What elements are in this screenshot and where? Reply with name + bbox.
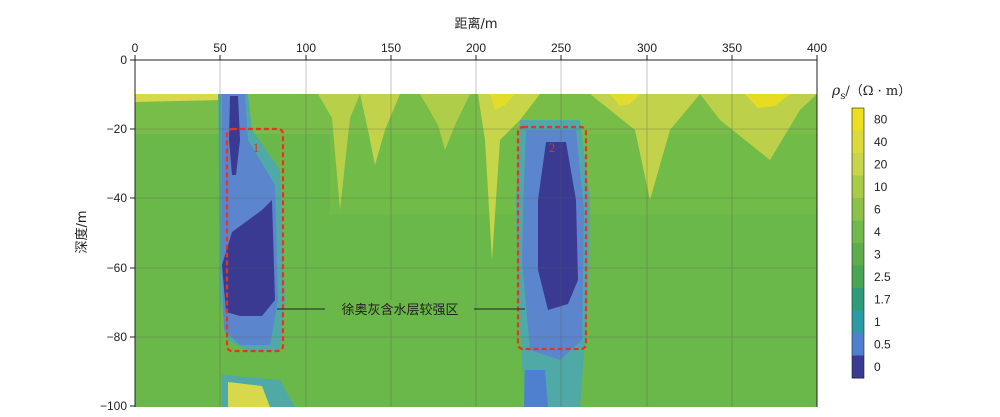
high-res-patch bbox=[135, 94, 222, 102]
x-axis-title: 距离/m bbox=[454, 16, 497, 32]
y-tick-labels: 0 −20 −40 −60 −80 −100 bbox=[100, 53, 127, 413]
colorbar: ρs/（Ω · m） 80 40 20 10 6 4 3 2.5 1.7 1 0.5 0 bbox=[831, 83, 911, 379]
colorbar-level-label: 3 bbox=[874, 247, 881, 261]
colorbar-level-label: 6 bbox=[874, 202, 881, 216]
y-tick-label: −80 bbox=[107, 330, 128, 344]
colorbar-swatch bbox=[852, 198, 864, 221]
y-tick-label: 0 bbox=[120, 53, 127, 67]
x-tick-labels: 0 50 100 150 200 250 300 350 400 bbox=[132, 41, 828, 55]
colorbar-swatch bbox=[852, 175, 864, 199]
y-tick-label: −100 bbox=[100, 399, 127, 413]
x-tick-label: 0 bbox=[132, 41, 139, 55]
colorbar-level-label: 4 bbox=[874, 225, 881, 239]
x-tick-label: 100 bbox=[296, 41, 316, 55]
y-tick-label: −20 bbox=[107, 122, 128, 136]
x-tick-label: 350 bbox=[722, 41, 742, 55]
colorbar-swatch bbox=[852, 153, 864, 176]
colorbar-level-label: 0.5 bbox=[874, 337, 891, 351]
colorbar-swatch bbox=[852, 108, 864, 131]
anomaly-zone-2-box bbox=[516, 125, 588, 351]
colorbar-swatch bbox=[852, 130, 864, 154]
colorbar-title: ρs/（Ω · m） bbox=[831, 83, 911, 102]
colorbar-swatch bbox=[852, 288, 864, 311]
y-tick-marks bbox=[130, 59, 135, 407]
anomaly-1-core bbox=[229, 96, 240, 175]
x-tick-label: 250 bbox=[551, 41, 571, 55]
y-tick-label: −60 bbox=[107, 261, 128, 275]
x-tick-marks bbox=[134, 55, 818, 60]
colorbar-level-label: 80 bbox=[874, 112, 888, 126]
colorbar-level-label: 1.7 bbox=[874, 292, 891, 306]
x-tick-label: 200 bbox=[466, 41, 486, 55]
colorbar-level-label: 0 bbox=[874, 360, 881, 374]
colorbar-swatch bbox=[852, 243, 864, 266]
colorbar-swatch bbox=[852, 265, 864, 289]
x-tick-label: 300 bbox=[637, 41, 657, 55]
y-tick-label: −40 bbox=[107, 191, 128, 205]
anomaly-zone-1-box bbox=[225, 127, 285, 353]
colorbar-swatch bbox=[852, 220, 864, 244]
colorbar-level-label: 10 bbox=[874, 180, 888, 194]
colorbar-level-label: 40 bbox=[874, 135, 888, 149]
x-tick-label: 150 bbox=[381, 41, 401, 55]
colorbar-level-label: 20 bbox=[874, 157, 888, 171]
grid bbox=[135, 60, 817, 407]
colorbar-level-label: 1 bbox=[874, 315, 881, 329]
anomaly-zone-1-label: 1 bbox=[253, 140, 260, 155]
annotation-text: 徐奥灰含水层较强区 bbox=[341, 302, 458, 318]
colorbar-frame bbox=[851, 107, 865, 379]
colorbar-level-label: 2.5 bbox=[874, 270, 891, 284]
colorbar-swatch bbox=[852, 355, 864, 379]
y-axis-title: 深度/m bbox=[74, 210, 90, 253]
x-tick-label: 400 bbox=[807, 41, 827, 55]
anomaly-zone-2-label: 2 bbox=[549, 140, 556, 155]
colorbar-swatch bbox=[852, 333, 864, 356]
colorbar-swatch bbox=[852, 310, 864, 334]
x-tick-label: 50 bbox=[213, 41, 227, 55]
